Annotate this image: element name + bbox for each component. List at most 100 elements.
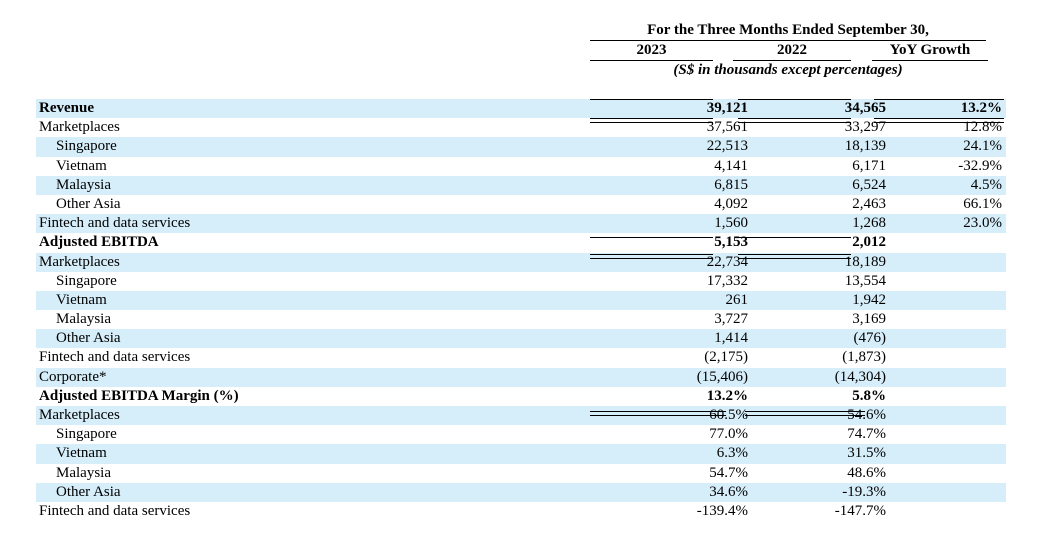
row-label: Marketplaces [39, 119, 120, 136]
table-row-fintech: Fintech and data services -139.4% -147.7… [36, 502, 1006, 521]
revenue-2022-double-rule [738, 118, 851, 123]
value-2022: 48.6% [847, 464, 886, 481]
value-yoy: 13.2% [960, 100, 1002, 116]
row-label: Singapore [56, 272, 117, 289]
financial-table: Revenue 39,121 34,565 13.2% Marketplaces… [36, 99, 1006, 521]
value-yoy: 4.5% [970, 176, 1002, 193]
value-yoy: -32.9% [958, 157, 1002, 174]
table-row-singapore: Singapore 22,513 18,139 24.1% [36, 137, 1006, 157]
table-row-adjusted-ebitda: Adjusted EBITDA 5,153 2,012 [36, 233, 1006, 252]
col-header-yoy: YoY Growth [889, 42, 971, 58]
value-2023: 261 [725, 291, 749, 308]
value-2022: -19.3% [842, 483, 886, 500]
table-row-vietnam: Vietnam 6.3% 31.5% [36, 444, 1006, 464]
row-label: Vietnam [56, 157, 107, 174]
value-2023: (15,406) [696, 368, 748, 385]
row-label: Other Asia [56, 195, 121, 212]
value-2022: 2,463 [852, 195, 886, 212]
row-label: Marketplaces [39, 407, 120, 423]
ebitda-2023-double-rule [590, 254, 713, 259]
value-2023: 6,815 [714, 176, 748, 193]
units-note: (S$ in thousands except percentages) [673, 62, 903, 78]
revenue-2023-double-rule [590, 118, 713, 123]
table-row-malaysia: Malaysia 54.7% 48.6% [36, 464, 1006, 483]
ebitda-2023-top-rule [590, 237, 713, 238]
table-row-malaysia: Malaysia 3,727 3,169 [36, 310, 1006, 329]
value-2022: -147.7% [834, 502, 886, 519]
row-label: Other Asia [56, 483, 121, 500]
value-2023: 13.2% [706, 387, 748, 404]
col-header-2022: 2022 [777, 42, 807, 58]
value-2023: 17,332 [706, 272, 748, 289]
table-row-adjusted-ebitda-margin: Adjusted EBITDA Margin (%) 13.2% 5.8% [36, 387, 1006, 406]
row-label: Singapore [56, 426, 117, 443]
value-2022: 33,297 [844, 119, 886, 136]
value-yoy: 66.1% [963, 195, 1002, 212]
table-row-singapore: Singapore 17,332 13,554 [36, 272, 1006, 291]
table-row-vietnam: Vietnam 261 1,942 [36, 290, 1006, 311]
row-label: Vietnam [56, 445, 107, 462]
value-2023: 39,121 [706, 100, 748, 116]
value-2023: 4,092 [714, 195, 748, 212]
value-2023: 22,513 [706, 138, 748, 155]
value-2022: 13,554 [844, 272, 886, 289]
col-header-2023: 2023 [636, 42, 667, 58]
table-row-revenue: Revenue 39,121 34,565 13.2% [36, 99, 1006, 119]
value-2023: 3,727 [714, 311, 748, 328]
revenue-2023-top-rule [590, 99, 713, 100]
table-row-marketplaces: Marketplaces 60.5% 54.6% [36, 406, 1006, 426]
revenue-yoy-double-rule [874, 118, 1004, 123]
row-label: Singapore [56, 138, 117, 155]
value-2022: 6,524 [852, 176, 886, 193]
value-2022: 1,268 [852, 215, 886, 232]
table-row-malaysia: Malaysia 6,815 6,524 4.5% [36, 175, 1006, 195]
value-yoy: 24.1% [963, 138, 1002, 155]
value-2023: 4,141 [714, 157, 748, 174]
col-rule-2023 [590, 60, 713, 61]
ebitda-2022-double-rule [738, 254, 851, 259]
value-2022: 34,565 [844, 100, 886, 116]
value-2023: 1,414 [714, 330, 748, 347]
value-2022: (14,304) [834, 368, 886, 385]
row-label: Marketplaces [39, 253, 120, 270]
period-title: For the Three Months Ended September 30, [647, 22, 929, 38]
row-label: Fintech and data services [39, 502, 191, 519]
value-2023: 5,153 [714, 234, 748, 251]
value-yoy: 23.0% [963, 215, 1002, 232]
row-label: Fintech and data services [39, 215, 191, 232]
revenue-2022-top-rule [738, 99, 851, 100]
col-rule-yoy [872, 60, 988, 61]
value-2022: 2,012 [852, 234, 886, 251]
value-yoy: 12.8% [963, 119, 1002, 136]
row-label: Vietnam [56, 291, 107, 308]
row-label: Adjusted EBITDA Margin (%) [39, 387, 239, 404]
row-label: Corporate* [39, 368, 107, 385]
margin-2022-double-rule [745, 411, 865, 416]
row-label: Malaysia [56, 176, 111, 193]
value-2022: 3,169 [852, 311, 886, 328]
value-2022: 1,942 [852, 291, 886, 308]
value-2022: 18,189 [844, 253, 886, 270]
table-row-marketplaces: Marketplaces 22,734 18,189 [36, 252, 1006, 272]
value-2023: 1,560 [714, 215, 748, 232]
table-row-vietnam: Vietnam 4,141 6,171 -32.9% [36, 157, 1006, 176]
col-rule-2022 [733, 60, 851, 61]
value-2023: 34.6% [709, 483, 748, 500]
table-row-other-asia: Other Asia 34.6% -19.3% [36, 482, 1006, 502]
row-label: Revenue [39, 100, 94, 116]
table-row-other-asia: Other Asia 4,092 2,463 66.1% [36, 195, 1006, 214]
value-2022: 6,171 [852, 157, 886, 174]
value-2023: (2,175) [704, 349, 748, 366]
revenue-yoy-top-rule [874, 99, 1004, 100]
value-2022: (1,873) [842, 349, 886, 366]
table-row-fintech: Fintech and data services 1,560 1,268 23… [36, 214, 1006, 234]
table-row-marketplaces: Marketplaces 37,561 33,297 12.8% [36, 118, 1006, 137]
value-2023: 37,561 [706, 119, 748, 136]
value-2022: 5.8% [852, 387, 886, 404]
table-row-singapore: Singapore 77.0% 74.7% [36, 425, 1006, 444]
value-2023: -139.4% [696, 502, 748, 519]
table-row-fintech: Fintech and data services (2,175) (1,873… [36, 348, 1006, 367]
table-row-other-asia: Other Asia 1,414 (476) [36, 329, 1006, 349]
row-label: Adjusted EBITDA [39, 234, 159, 251]
value-2022: 74.7% [847, 426, 886, 443]
